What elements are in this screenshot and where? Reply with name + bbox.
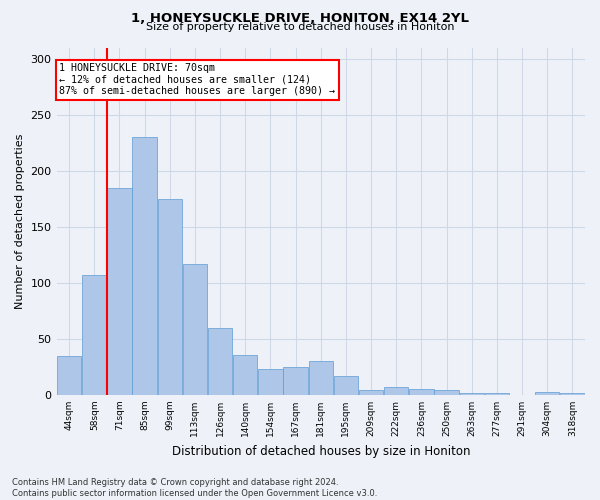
Bar [258,369,283,395]
X-axis label: Distribution of detached houses by size in Honiton: Distribution of detached houses by size … [172,444,470,458]
Bar [158,199,182,395]
Y-axis label: Number of detached properties: Number of detached properties [15,134,25,309]
Bar [107,188,131,395]
Text: 1 HONEYSUCKLE DRIVE: 70sqm
← 12% of detached houses are smaller (124)
87% of sem: 1 HONEYSUCKLE DRIVE: 70sqm ← 12% of deta… [59,63,335,96]
Bar [208,328,232,395]
Bar [460,392,484,395]
Bar [485,392,509,395]
Bar [133,137,157,395]
Bar [334,376,358,395]
Bar [384,387,409,395]
Bar [560,392,584,395]
Bar [434,390,459,395]
Bar [308,362,333,395]
Text: Contains HM Land Registry data © Crown copyright and database right 2024.
Contai: Contains HM Land Registry data © Crown c… [12,478,377,498]
Bar [57,356,82,395]
Bar [283,367,308,395]
Bar [183,264,207,395]
Bar [233,354,257,395]
Bar [82,275,106,395]
Text: 1, HONEYSUCKLE DRIVE, HONITON, EX14 2YL: 1, HONEYSUCKLE DRIVE, HONITON, EX14 2YL [131,12,469,26]
Bar [359,390,383,395]
Bar [409,390,434,395]
Bar [535,392,559,395]
Text: Size of property relative to detached houses in Honiton: Size of property relative to detached ho… [146,22,454,32]
